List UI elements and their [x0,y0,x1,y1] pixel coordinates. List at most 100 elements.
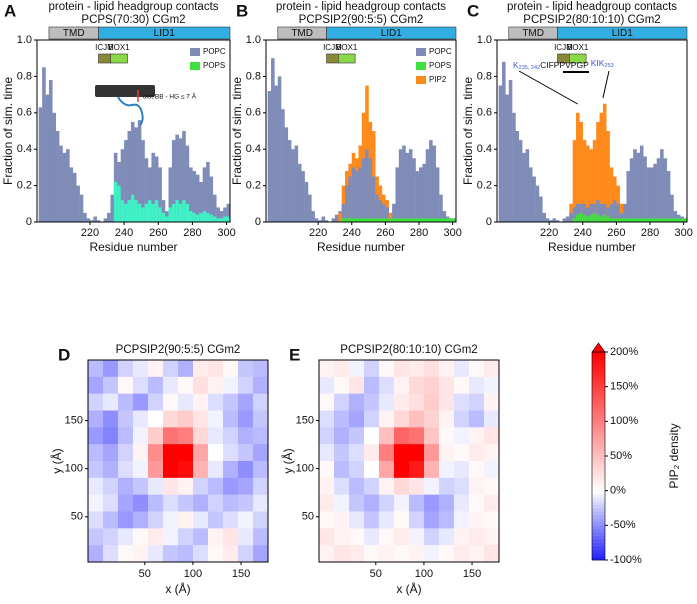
bar [212,216,217,222]
chart-title: PCPSIP2(80:10:10) CGm2 [340,344,477,356]
bar [432,218,437,222]
bar [626,218,631,222]
y-tick-label: 0 [486,216,492,228]
bar [405,218,410,222]
heatmap-cell [409,376,425,394]
bar [579,212,583,222]
bar [419,218,423,222]
heatmap-cell [439,444,455,462]
heatmap-cell [163,461,179,479]
bar [439,218,443,222]
bar [592,140,597,222]
heatmap-cell [439,545,455,563]
legend-swatch [190,62,200,70]
heatmap-cell [319,461,335,479]
heatmap-cell [394,545,410,563]
colorbar-segment [592,435,605,439]
heatmap-cell [238,528,254,546]
bar [576,203,580,222]
heatmap-cell [484,427,500,445]
heatmap-cell [454,477,470,495]
y-tick-label: 0 [255,216,261,228]
bar [572,140,577,222]
motif-sequence: K235, 242CIFPPVPGP KIK253 [513,58,614,71]
bar [66,149,70,222]
bar [395,218,400,222]
bar [368,158,373,222]
heatmap-cell [424,494,440,512]
chart-title: PCPSIP2(90:5:5) CGm2 [116,344,241,356]
bar [586,207,590,222]
y-tick-label: 50 [302,511,314,523]
bar [311,211,315,222]
bar [199,212,203,222]
heatmap-cell [238,360,254,378]
bar [274,85,278,222]
bar [361,158,366,222]
heatmap-cell [118,511,134,529]
y-tick-label: 0.4 [246,143,261,155]
heatmap-cell [439,494,455,512]
bar [402,145,406,222]
heatmap-cell [118,461,134,479]
y-tick-label: 0.2 [17,180,32,192]
y-tick-label: 150 [65,415,83,427]
bar [154,156,159,222]
bar [676,218,681,222]
colorbar-segment [592,365,605,370]
bar [518,140,523,222]
bar [666,218,671,222]
heatmap-cell [334,461,350,479]
bar [365,218,369,222]
bar [277,76,282,223]
domain-label: TMD [291,28,313,39]
x-tick-label: 150 [232,568,250,580]
bar [267,90,272,223]
heatmap-cell [133,444,149,462]
bar [589,214,594,222]
heatmap-cell [319,477,335,495]
heatmap-cell [454,494,470,512]
bar [219,218,224,222]
bar [107,212,111,222]
bar [572,218,577,222]
heatmap-cell [223,410,239,428]
bar [161,200,166,222]
colorbar-segment [592,358,605,363]
bar [189,211,193,222]
bar [592,212,597,222]
bar [154,200,159,222]
bar [623,218,627,222]
heatmap-cell [379,444,395,462]
x-axis-label: Residue number [317,240,405,254]
bar [442,218,447,222]
bar [52,112,56,222]
heatmap-cell [208,511,224,529]
heatmap-cell [148,360,164,378]
heatmap-cell [133,360,149,378]
bar [120,149,125,222]
bar [358,167,363,222]
heatmap-cell [454,528,470,546]
bar [199,181,203,222]
domain-label: LID1 [154,28,176,39]
bar [636,218,641,222]
bar [110,194,115,222]
heatmap-cell [409,494,425,512]
bar [212,194,217,222]
heatmap-cell [334,511,350,529]
heatmap-cell [349,461,365,479]
bar [435,218,440,222]
bar [271,58,275,223]
bar [209,214,214,222]
x-axis-label: x (Å) [396,581,421,596]
colorbar-segment [592,404,605,408]
bar [653,218,657,222]
heatmap-cell [163,477,179,495]
heatmap-cell [484,477,500,495]
bar [334,214,339,222]
colorbar-segment [592,466,605,471]
bar [549,220,553,222]
heatmap-cell [484,393,500,411]
colorbar-segment [592,386,605,391]
